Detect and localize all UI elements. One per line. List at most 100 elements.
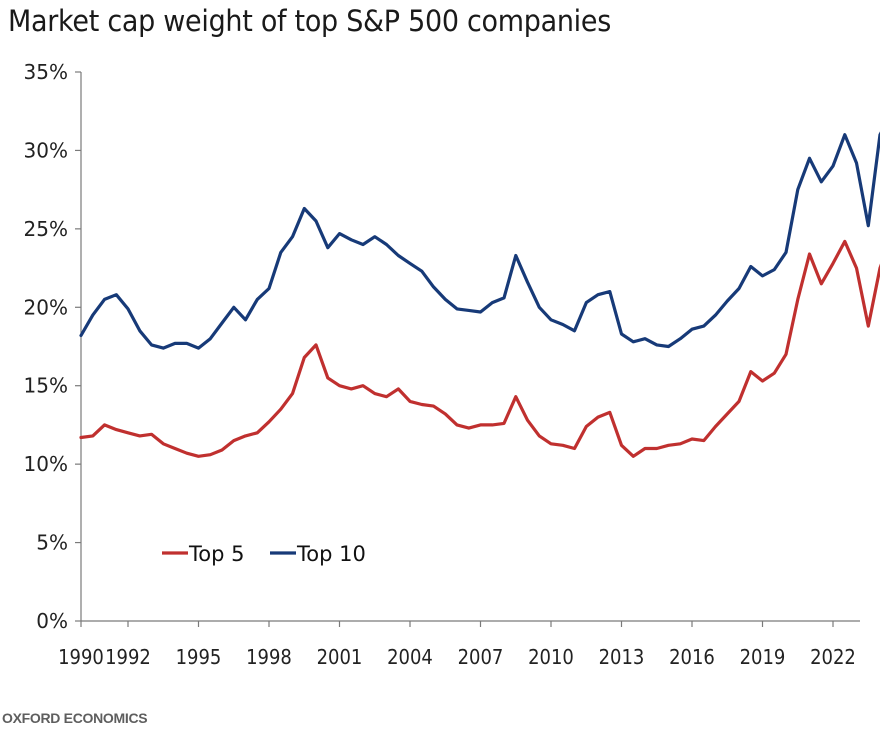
data-point [420, 270, 423, 273]
data-point [467, 426, 470, 430]
data-point [291, 392, 294, 395]
data-point [538, 306, 541, 309]
data-point [761, 379, 764, 383]
data-point [479, 423, 482, 427]
data-point [373, 392, 376, 395]
data-point [279, 408, 282, 411]
data-point [126, 307, 130, 311]
data-point [209, 337, 212, 340]
data-point [350, 238, 353, 241]
data-point [679, 442, 682, 445]
data-point [361, 384, 365, 387]
data-point [126, 431, 130, 434]
data-point [596, 415, 600, 419]
x-tick-label: 2019 [740, 646, 786, 669]
data-point [444, 412, 447, 416]
data-point [373, 235, 376, 238]
data-point [79, 436, 83, 439]
data-point [303, 207, 306, 210]
data-point [173, 342, 177, 345]
legend: Top 5 Top 10 [162, 542, 366, 566]
y-tick-label: 0% [36, 609, 68, 633]
data-point [314, 219, 318, 223]
data-point [538, 434, 541, 438]
data-point [232, 306, 235, 309]
x-tick-label: 2022 [810, 646, 856, 669]
data-point [291, 235, 294, 238]
data-point [808, 157, 811, 160]
x-tick-label: 2010 [528, 646, 574, 669]
data-point [773, 268, 776, 271]
data-point [726, 412, 729, 416]
data-point [714, 425, 717, 428]
data-point [679, 337, 682, 340]
data-point [432, 404, 435, 408]
x-tick-label: 2016 [669, 646, 715, 669]
data-point [655, 343, 658, 347]
data-point [549, 442, 553, 445]
data-point [820, 180, 823, 183]
data-point [867, 224, 870, 227]
data-point [784, 251, 788, 254]
data-point [573, 329, 576, 332]
data-point [115, 428, 118, 431]
x-tick-label: 2013 [599, 646, 645, 669]
data-point [338, 232, 341, 235]
series-layer [79, 131, 880, 458]
data-point [326, 246, 329, 249]
data-point [220, 321, 224, 325]
data-point [408, 262, 412, 265]
data-point [608, 290, 611, 293]
data-point [79, 334, 83, 337]
data-point [244, 318, 247, 321]
data-point [279, 251, 282, 254]
data-point [256, 431, 259, 434]
data-point [91, 434, 95, 438]
data-point [220, 448, 224, 452]
x-tick-label: 2007 [458, 646, 504, 669]
y-tick-label: 15% [24, 374, 68, 398]
legend-label: Top 10 [296, 542, 366, 566]
data-point [585, 425, 588, 428]
data-point [585, 301, 588, 304]
data-point [596, 293, 600, 296]
data-point [256, 298, 259, 301]
data-point [749, 265, 752, 268]
data-point [761, 274, 764, 278]
data-point [479, 310, 482, 314]
data-point [303, 356, 306, 359]
legend-label: Top 5 [188, 542, 244, 566]
data-point [702, 439, 705, 442]
data-point [150, 433, 153, 436]
data-point [643, 447, 647, 450]
data-point [526, 281, 529, 284]
data-point [103, 423, 106, 427]
data-point [737, 287, 741, 290]
data-point [773, 372, 776, 375]
data-point [526, 419, 529, 422]
data-point [267, 420, 271, 423]
x-tick-label: 2001 [317, 646, 363, 669]
data-point [138, 329, 141, 332]
y-tick-label: 10% [24, 452, 68, 476]
data-point [385, 243, 388, 246]
data-point [690, 437, 694, 441]
data-point [561, 444, 564, 447]
data-point [549, 318, 553, 321]
data-point [197, 455, 200, 458]
data-point [185, 452, 188, 455]
data-point [502, 296, 506, 300]
data-point [314, 343, 318, 347]
data-point [185, 342, 188, 345]
data-point [491, 301, 494, 304]
data-point [209, 453, 212, 456]
data-point [620, 444, 623, 447]
data-point [326, 376, 329, 380]
data-point [150, 343, 153, 347]
data-point [655, 447, 658, 450]
y-tick-label: 30% [24, 138, 68, 162]
x-tick-label: 1992 [105, 646, 151, 669]
data-point [831, 262, 835, 265]
data-point [267, 287, 271, 290]
x-tick-label: 2004 [387, 646, 433, 669]
